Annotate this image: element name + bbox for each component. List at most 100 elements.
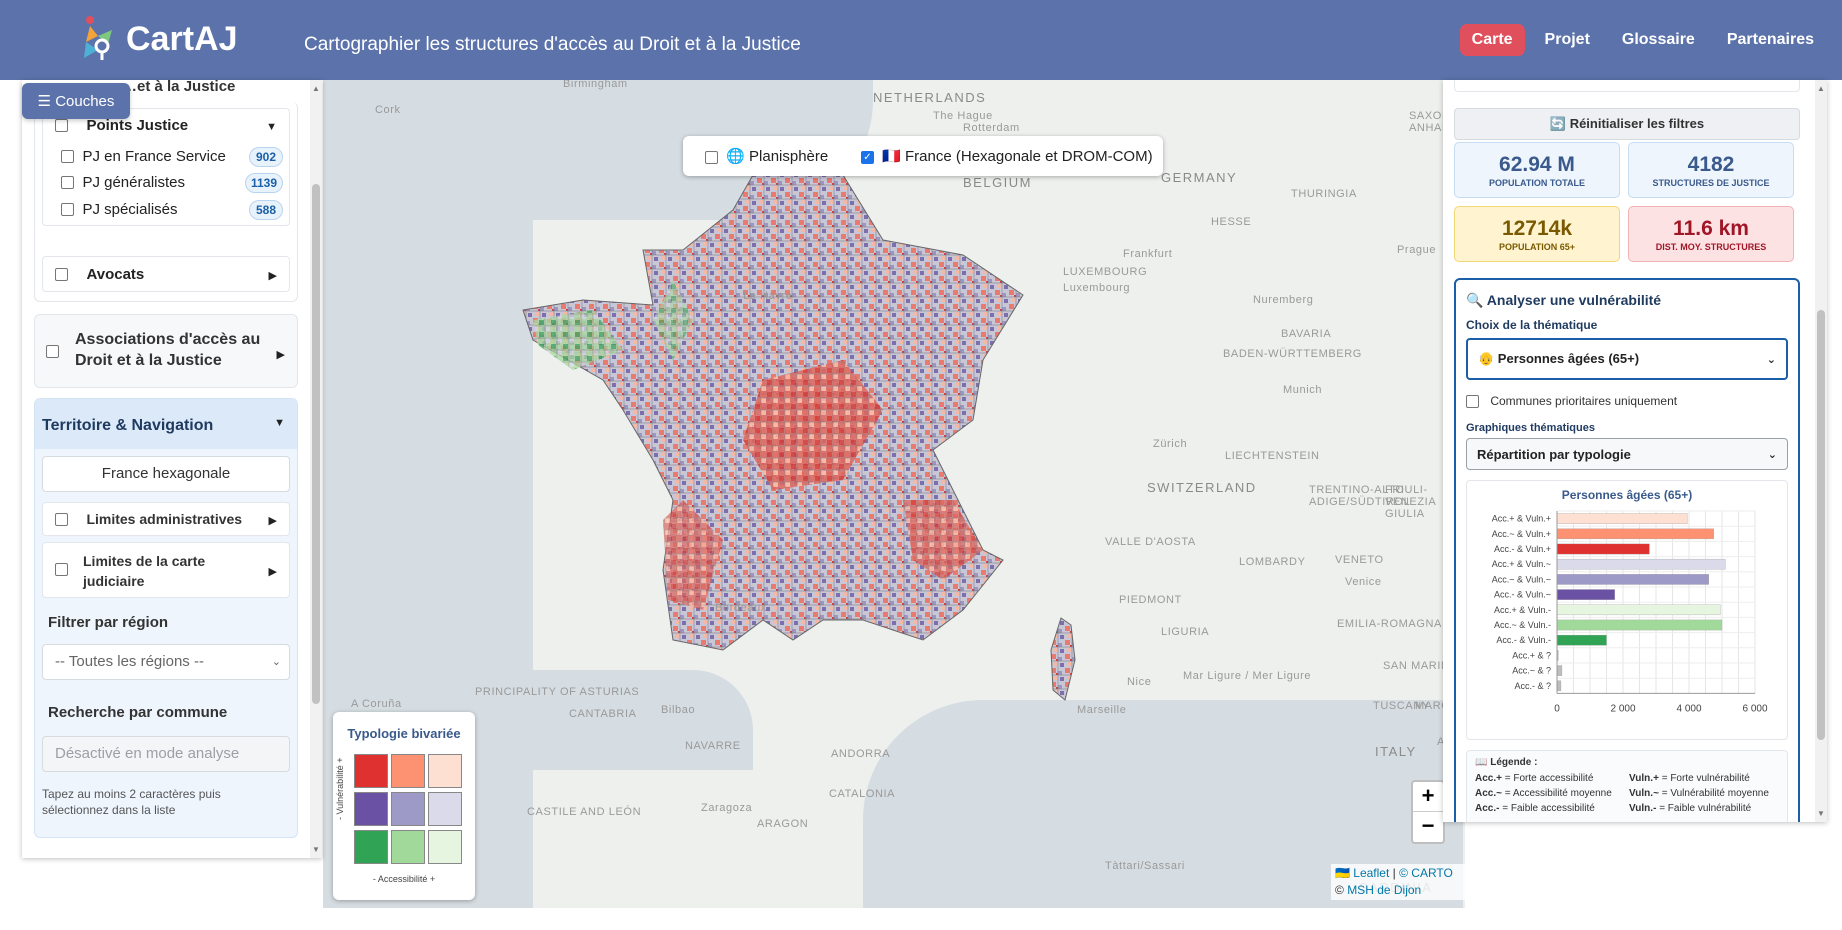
nav-partenaires[interactable]: Partenaires [1726,31,1814,48]
chevron-down-icon: ⌄ [271,656,281,668]
pj-generalistes-count: 1139 [244,173,283,193]
scroll-up-icon[interactable]: ▲ [312,84,320,93]
chart-category-label: Acc.- & Vuln.~ [1494,590,1551,600]
limites-carte-toggle-icon[interactable]: ▶ [268,566,277,578]
avocats-toggle-icon[interactable]: ▶ [268,270,277,282]
legend-key: Acc.~ [1475,788,1502,799]
map-label: Zaragoza [701,802,753,814]
france-hexagonale-button[interactable]: France hexagonale [42,456,290,492]
legend-key: Acc.- [1475,803,1500,814]
prioritaires-label: Communes prioritaires uniquement [1490,394,1678,408]
prioritaires-checkbox[interactable] [1466,395,1479,409]
associations-checkbox[interactable] [46,345,59,358]
graph-select[interactable]: Répartition par typologie ⌄ [1466,438,1788,470]
points-justice-header[interactable]: Points Justice [55,117,188,135]
layers-panel-scroll-thumb[interactable] [312,184,320,704]
graph-label: Graphiques thématiques [1466,422,1595,434]
legend-cell [428,792,462,826]
chart-category-label: Acc.+ & Vuln.+ [1492,514,1551,524]
nav-glossaire[interactable]: Glossaire [1621,31,1695,48]
prioritaires-row[interactable]: Communes prioritaires uniquement [1466,394,1678,409]
pj-specialises-count: 588 [249,200,283,220]
map[interactable]: Birmingham Cork NETHERLANDS The Hague Rotter… [323,80,1465,908]
scroll-down-icon[interactable]: ▼ [1817,809,1825,818]
planisphere-option[interactable]: 🌐 Planisphère [705,147,828,165]
reset-filters-button[interactable]: 🔄 Réinitialiser les filtres [1454,108,1800,140]
couches-button[interactable]: ☰ Couches [22,83,130,119]
nav-carte[interactable]: Carte [1459,24,1525,56]
carto-link[interactable]: © CARTO [1399,866,1453,880]
points-justice-checkbox[interactable] [55,119,68,133]
pj-generalistes-checkbox[interactable] [61,176,74,190]
bivariate-legend: Typologie bivariée - Vulnérabilité + - A… [333,712,475,900]
limites-admin-checkbox[interactable] [55,513,68,527]
pj-generalistes-label: PJ généralistes [82,174,186,191]
avocats-row[interactable]: Avocats ▶ [42,256,290,292]
attribution: 🇺🇦 Leaflet | © CARTO © MSH de Dijon [1331,864,1465,900]
region-select[interactable]: -- Toutes les régions -- ⌄ [42,644,290,680]
france-label: 🇫🇷 France (Hexagonale et DROM-COM) [882,148,1153,165]
stat-card: 4182 STRUCTURES DE JUSTICE [1628,142,1794,198]
pj-france-service-label: PJ en France Service [82,148,226,165]
points-justice-toggle-icon[interactable]: ▼ [266,121,277,133]
scroll-down-icon[interactable]: ▼ [312,845,320,854]
pj-generalistes-row[interactable]: PJ généralistes 1139 [61,173,283,193]
analyse-legend-title: 📖 Légende : [1475,757,1538,768]
msh-link[interactable]: MSH de Dijon [1347,883,1422,897]
legend-key: Acc.+ [1475,773,1502,784]
map-label: ITALY [1375,744,1417,759]
map-label: Marseille [1077,704,1127,716]
france-option[interactable]: ✓ 🇫🇷 France (Hexagonale et DROM-COM) [861,147,1153,165]
legend-cell [428,830,462,864]
pj-specialises-checkbox[interactable] [61,203,74,217]
territoire-toggle-icon[interactable]: ▼ [274,417,285,429]
pj-specialises-row[interactable]: PJ spécialisés 588 [61,200,283,220]
chart-bar [1556,680,1562,692]
scroll-up-icon[interactable]: ▲ [1817,84,1825,93]
zoom-out-button[interactable]: − [1421,813,1435,838]
map-label: Bordeaux [715,602,767,614]
limites-admin-row[interactable]: Limites administratives ▶ [42,502,290,536]
analysis-panel-scroll-thumb[interactable] [1817,310,1825,740]
map-label: Luxembourg [1063,282,1131,294]
legend-text: = Forte accessibilité [1504,773,1594,784]
associations-card[interactable]: Associations d'accès au Droit et à la Ju… [34,314,298,388]
limites-admin-toggle-icon[interactable]: ▶ [268,515,277,527]
map-label: VALLE D'AOSTA [1105,536,1196,548]
map-label: TUSCANY [1373,700,1430,712]
pj-france-service-row[interactable]: PJ en France Service 902 [61,147,283,167]
chart-tick-label: 4 000 [1676,703,1701,714]
associations-toggle-icon[interactable]: ▶ [276,349,285,361]
chart-bar [1556,558,1726,570]
legend-cell [354,792,388,826]
map-label: Tàttari/Sassari [1105,860,1185,872]
france-checkbox[interactable]: ✓ [861,150,874,164]
map-label: Bilbao [661,704,696,716]
territoire-heading: Territoire & Navigation [42,417,214,434]
theme-select[interactable]: 👴 Personnes âgées (65+) ⌄ [1466,338,1788,380]
limites-carte-checkbox[interactable] [55,563,68,576]
map-label: EMILIA-ROMAGNA [1337,618,1442,630]
pj-france-service-checkbox[interactable] [61,150,74,164]
avocats-checkbox[interactable] [55,268,68,282]
legend-cell [354,754,388,788]
planisphere-label: 🌐 Planisphère [726,148,829,165]
leaflet-link[interactable]: 🇺🇦 Leaflet [1335,866,1390,880]
zoom-in-button[interactable]: + [1413,782,1443,812]
map-label: LOMBARDY [1239,556,1306,568]
map-label: Munich [1283,384,1323,396]
planisphere-checkbox[interactable] [705,150,718,164]
territoire-header[interactable]: Territoire & Navigation ▼ [35,399,297,449]
logo[interactable]: CartAJ [78,14,237,66]
legend-y-label: - Vulnérabilité + [335,757,345,820]
corsica [1050,617,1076,701]
analyse-legend-item: Vuln.~ = Vulnérabilité moyenne [1629,788,1769,799]
couches-label: ☰ Couches [37,93,115,110]
map-label: GERMANY [1161,170,1238,185]
limites-carte-row[interactable]: Limites de la carte judiciaire ▶ [42,542,290,598]
map-label: SAN MARINO [1383,660,1459,672]
analysis-panel-scrollbar[interactable]: ▲ ▼ [1815,80,1827,822]
nav-projet[interactable]: Projet [1544,31,1590,48]
layers-panel-scrollbar[interactable]: ▲ ▼ [310,80,322,858]
search-commune-input[interactable]: Désactivé en mode analyse [42,736,290,772]
